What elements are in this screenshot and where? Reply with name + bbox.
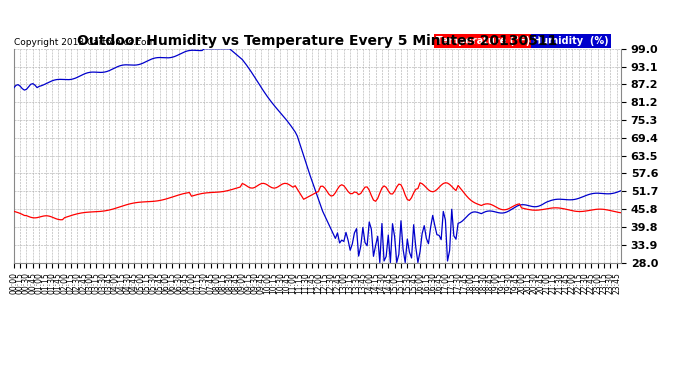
Title: Outdoor Humidity vs Temperature Every 5 Minutes 20130511: Outdoor Humidity vs Temperature Every 5 … bbox=[77, 34, 558, 48]
Text: Copyright 2013 Cartronics.com: Copyright 2013 Cartronics.com bbox=[14, 38, 155, 46]
Text: Temperature (°F): Temperature (°F) bbox=[436, 36, 530, 46]
Text: Humidity  (%): Humidity (%) bbox=[533, 36, 609, 46]
